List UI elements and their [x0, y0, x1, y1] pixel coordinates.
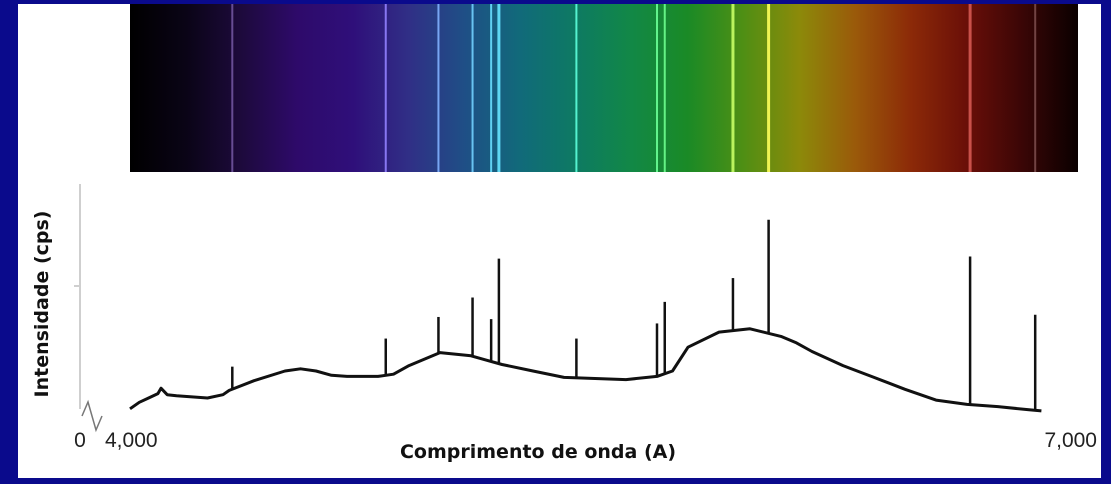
emission-lines — [231, 219, 1037, 411]
spectrum-band-lines — [231, 4, 1037, 172]
axis-break-icon — [81, 399, 103, 433]
continuum-curve — [129, 327, 1042, 413]
chart-panel: Intensidade (cps) 0 4,000 7,000 Comprime… — [18, 4, 1101, 478]
x-axis-label: Comprimento de onda (A) — [400, 441, 676, 463]
spectrum-band — [130, 4, 1078, 172]
spectrum-chart: Intensidade (cps) 0 4,000 7,000 Comprime… — [31, 4, 1097, 463]
x-tick-label-end: 7,000 — [1044, 429, 1097, 452]
x-tick-label-start: 4,000 — [105, 429, 158, 452]
x-origin-label: 0 — [74, 429, 86, 452]
y-axis-label: Intensidade (cps) — [31, 211, 53, 398]
